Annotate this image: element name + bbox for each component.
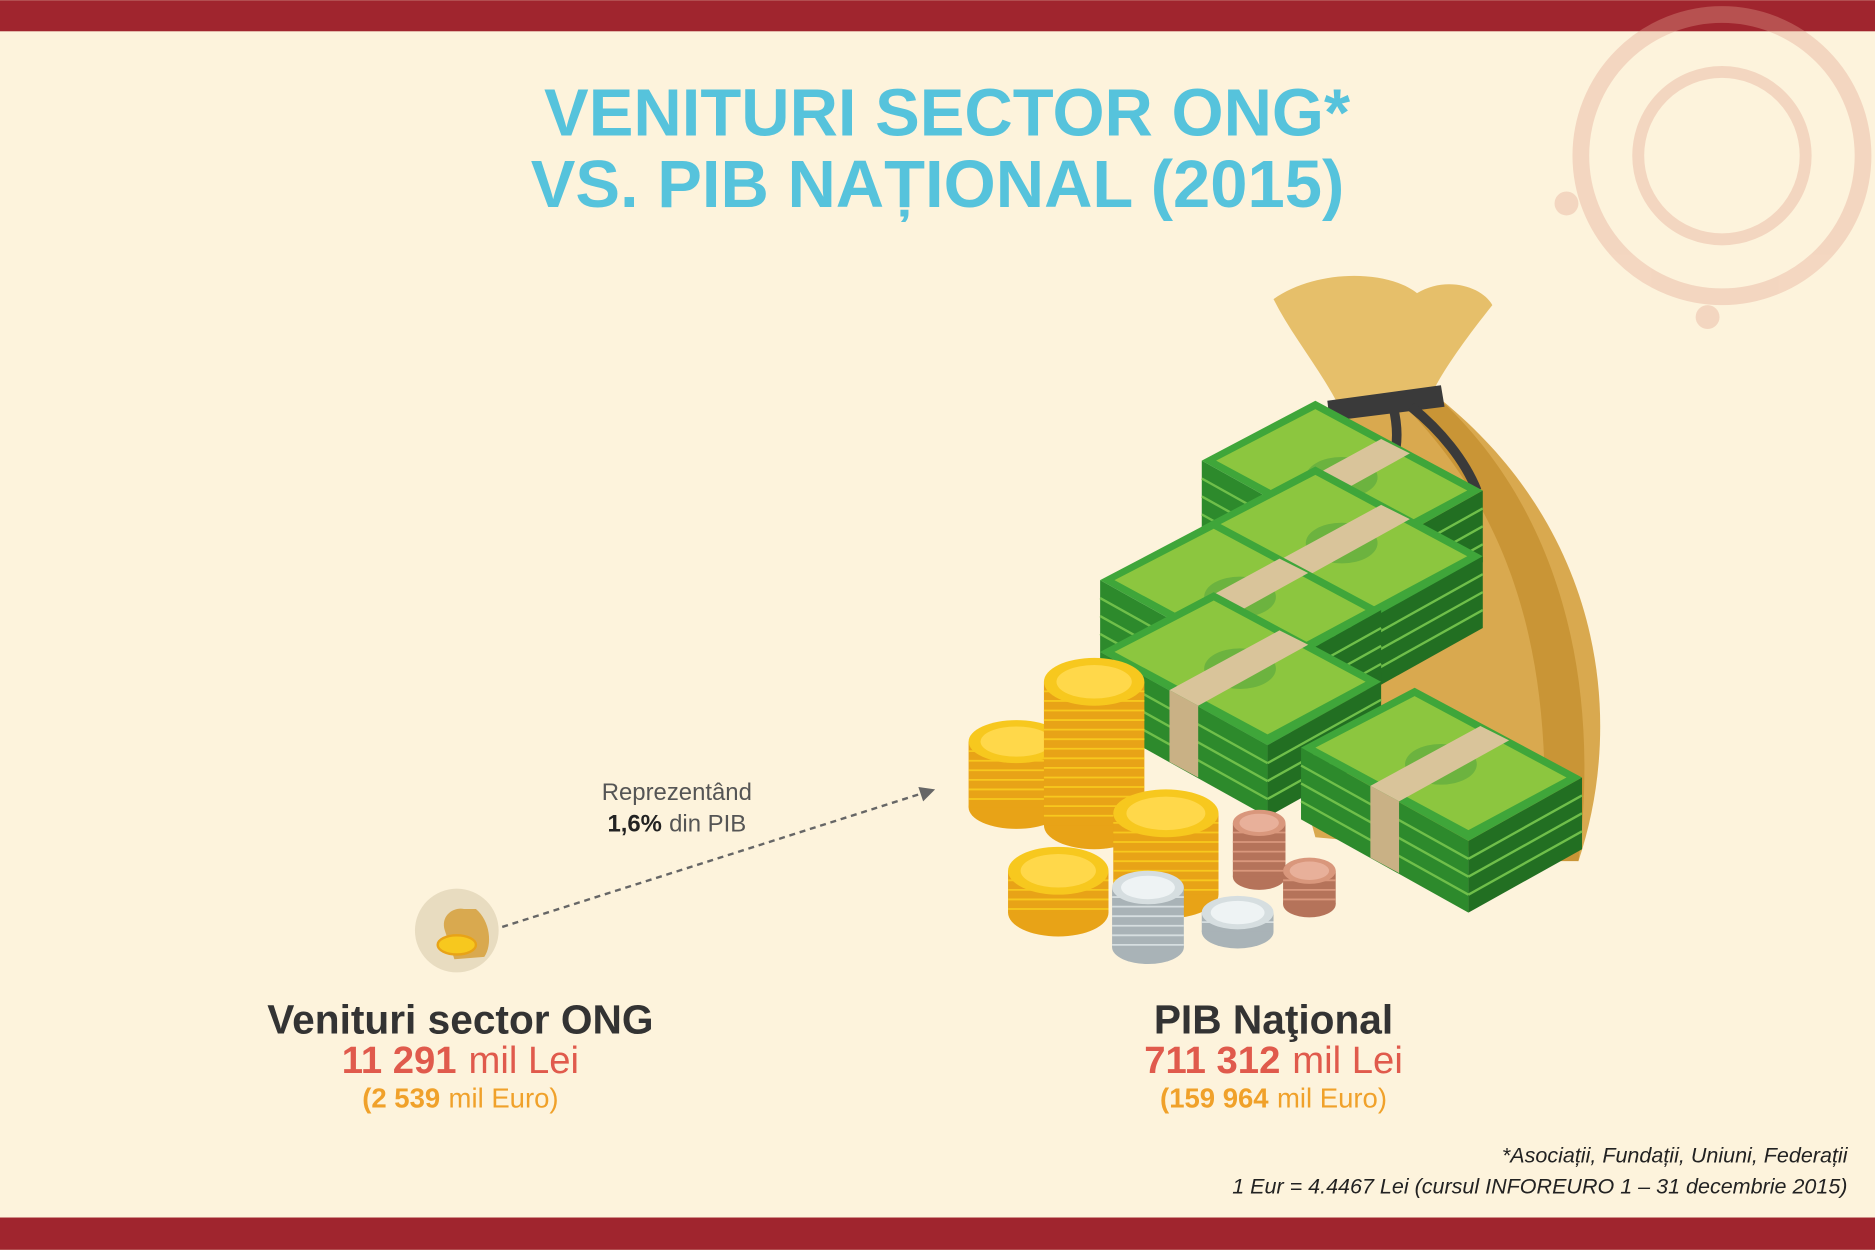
annotation-line-1: Reprezentând [602,779,752,806]
unit: mil Lei [1292,1039,1403,1082]
amount: (2 539 [362,1083,440,1114]
title-line-2: VS. PIB NAȚIONAL (2015) [531,147,1345,222]
arrow [501,791,924,929]
left-lei: 11 291 mil Lei [342,1039,579,1082]
coin-part [1239,813,1279,833]
coin-part [1289,861,1330,880]
right-label: PIB Naţional [1154,996,1393,1042]
coin-stacks [968,657,1336,965]
top-bar [0,0,1875,32]
amount: 11 291 [342,1039,457,1082]
title-line-1: VENITURI SECTOR ONG* [544,75,1350,150]
footnote-line-1: *Asociații, Fundații, Uniuni, Federații [1502,1144,1849,1168]
annotation-line-2: 1,6% din PIB [607,810,746,837]
arrow-head [918,787,936,802]
unit: mil Euro) [1277,1083,1387,1114]
coin-part [980,726,1053,757]
coin-part [1056,665,1132,699]
unit: mil Euro) [449,1083,559,1114]
amount: (159 964 [1160,1083,1269,1114]
bottom-bar [0,1217,1875,1250]
right-lei: 711 312 mil Lei [1144,1039,1403,1082]
coin-part [1020,853,1096,888]
coin-part [1210,900,1265,925]
amount: 711 312 [1144,1039,1280,1082]
left-euro: (2 539 mil Euro) [362,1083,558,1114]
right-euro: (159 964 mil Euro) [1160,1083,1387,1114]
icon-coin [436,934,478,956]
footnote-line-2: 1 Eur = 4.4467 Lei (cursul INFOREURO 1 –… [1232,1175,1847,1199]
share: 1,6% [607,810,662,837]
coin-part [1121,875,1175,900]
unit: mil Lei [469,1039,580,1082]
share-rest: din PIB [669,810,746,837]
left-label: Venituri sector ONG [267,996,653,1042]
coin-part [1126,796,1206,831]
decoration [1554,6,1872,330]
